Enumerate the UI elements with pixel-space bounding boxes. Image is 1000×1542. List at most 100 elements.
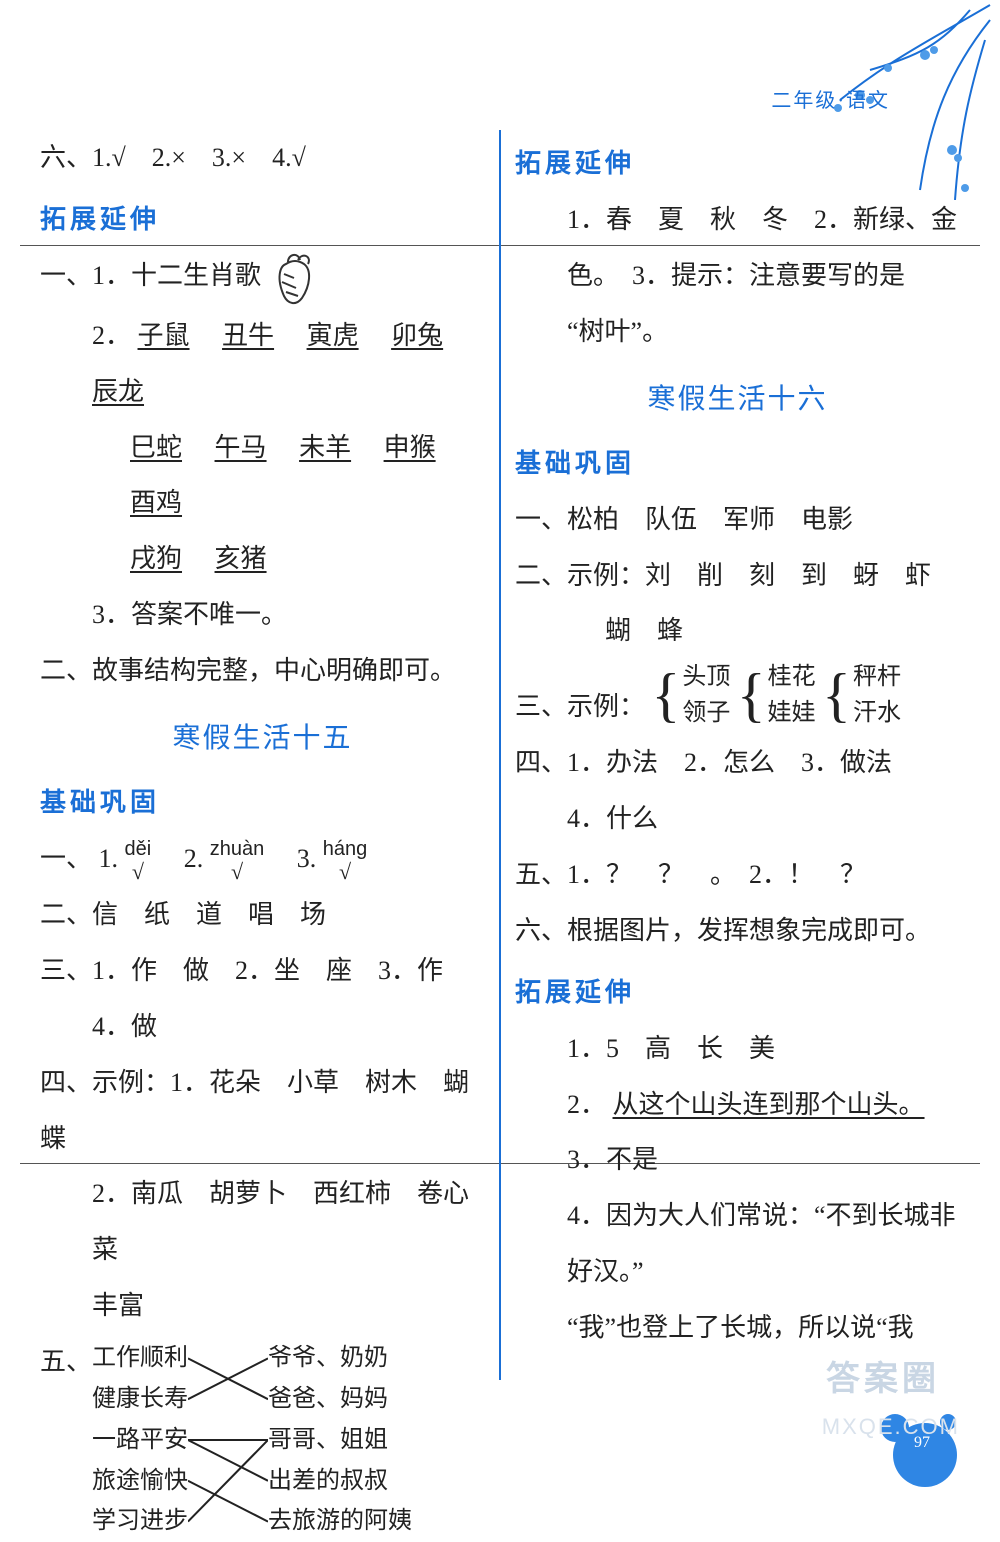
r1b: 色。 3．提示：注意要写的是	[515, 248, 960, 304]
rb3: 三、示例： { 头顶 领子 { 桂花 娃娃 { 秤杆 汗水	[515, 659, 960, 735]
e1: 1．5 高 长 美	[515, 1021, 960, 1077]
bp-0-0: 头顶	[682, 659, 730, 695]
q6-answers: 六、1.√ 2.× 3.× 4.√	[40, 130, 485, 186]
rb2a: 二、示例：刘 削 刻 到 蚜 虾	[515, 548, 960, 604]
rb5: 五、1．？ ？ 。 2．！ ？	[515, 847, 960, 903]
grade-subject-label: 二年级·语文	[771, 84, 890, 113]
b1-n0: 1.	[99, 844, 119, 873]
b1-item-1: zhuàn √	[210, 838, 265, 884]
title-15: 寒假生活十五	[40, 709, 485, 769]
ext1-zodiac-line1: 2． 子鼠 丑牛 寅虎 卯兔 辰龙	[40, 308, 485, 420]
b3b: 4．做	[40, 999, 485, 1055]
brace-icon: {	[822, 677, 851, 713]
b3a: 三、1．作 做 2．坐 座 3．作	[40, 943, 485, 999]
b5: 五、 工作顺利 健康长寿 一路平安 旅途愉快 学习进步	[40, 1334, 485, 1542]
page-number: 97	[914, 1434, 930, 1452]
b5-label: 五、	[40, 1334, 92, 1542]
left-ext-heading: 拓展延伸	[40, 192, 485, 248]
b1-label: 一、	[40, 844, 92, 873]
right-ext-heading: 拓展延伸	[515, 136, 960, 192]
b4a: 四、示例：1．花朵 小草 树木 蝴蝶	[40, 1055, 485, 1167]
mr-0: 爷爷、奶奶	[268, 1338, 412, 1379]
right-ext2-heading: 拓展延伸	[515, 965, 960, 1021]
bp-1-1: 娃娃	[768, 695, 816, 731]
mr-1: 爸爸、妈妈	[268, 1379, 412, 1420]
b4c: 丰富	[40, 1278, 485, 1334]
zodiac-6: 午马	[215, 433, 267, 462]
rb1: 一、松柏 队伍 军师 电影	[515, 492, 960, 548]
ext2: 二、故事结构完整，中心明确即可。	[40, 643, 485, 699]
rb2b: 蝴 蜂	[515, 603, 960, 659]
b4b: 2．南瓜 胡萝卜 西红柿 卷心菜	[40, 1166, 485, 1278]
e4c: “我”也登上了长城，所以说“我	[515, 1300, 960, 1356]
right-column: 拓展延伸 1．春 夏 秋 冬 2．新绿、金 色。 3．提示：注意要写的是 “树叶…	[505, 130, 970, 1380]
zodiac-4: 辰龙	[92, 377, 144, 406]
watermark-line2: MXQE.COM	[822, 1414, 960, 1440]
column-divider	[499, 130, 501, 1380]
brace-icon: {	[652, 677, 681, 713]
rb4b: 4．什么	[515, 791, 960, 847]
bp-2-1: 汗水	[853, 695, 901, 731]
e4b: 好汉。”	[515, 1244, 960, 1300]
zodiac-2: 寅虎	[307, 321, 359, 350]
zodiac-11: 亥猪	[215, 544, 267, 573]
mr-2: 哥哥、姐姐	[268, 1420, 412, 1461]
ml-3: 旅途愉快	[92, 1461, 188, 1502]
b1-ck1: √	[210, 860, 265, 884]
brace-items-2: 秤杆 汗水	[853, 659, 901, 731]
b1-n2: 3.	[297, 844, 317, 873]
matching-diagram: 工作顺利 健康长寿 一路平安 旅途愉快 学习进步	[92, 1338, 485, 1542]
ext1-zodiac-line2: 巳蛇 午马 未羊 申猴 酉鸡	[40, 420, 485, 532]
e2-pre: 2．	[567, 1090, 606, 1119]
bp-1-0: 桂花	[768, 659, 816, 695]
match-lines	[188, 1338, 268, 1542]
left-column: 六、1.√ 2.× 3.× 4.√ 拓展延伸 一、1．十二生肖歌 2． 子鼠 丑…	[30, 130, 495, 1380]
ext1-line1: 一、1．十二生肖歌	[40, 248, 485, 308]
ml-0: 工作顺利	[92, 1338, 188, 1379]
watermark-line1: 答案圈	[826, 1351, 940, 1400]
e2-underlined: 从这个山头连到那个山头。	[613, 1090, 925, 1119]
zodiac-7: 未羊	[299, 433, 351, 462]
r1a: 1．春 夏 秋 冬 2．新绿、金	[515, 192, 960, 248]
ml-4: 学习进步	[92, 1501, 188, 1542]
brace-group-0: { 头顶 领子	[652, 659, 731, 731]
b1-item-2: háng √	[323, 838, 368, 884]
brace-items-0: 头顶 领子	[682, 659, 730, 731]
title-16: 寒假生活十六	[515, 370, 960, 430]
b2: 二、信 纸 道 唱 场	[40, 887, 485, 943]
b1-line: 一、 1. děi √ 2. zhuàn √ 3. háng √	[40, 831, 485, 887]
b1-ck2: √	[323, 860, 368, 884]
mr-3: 出差的叔叔	[268, 1461, 412, 1502]
match-left-col: 工作顺利 健康长寿 一路平安 旅途愉快 学习进步	[92, 1338, 188, 1542]
carrot-icon	[268, 248, 324, 308]
zodiac-5: 巳蛇	[130, 433, 182, 462]
ext1-3: 3．答案不唯一。	[40, 587, 485, 643]
zodiac-3: 卯兔	[391, 321, 443, 350]
b1-py2: háng	[323, 838, 368, 860]
zodiac-9: 酉鸡	[130, 488, 182, 517]
rb4a: 四、1．办法 2．怎么 3．做法	[515, 735, 960, 791]
zodiac-8: 申猴	[384, 433, 436, 462]
e3: 3．不是	[515, 1132, 960, 1188]
brace-group-1: { 桂花 娃娃	[737, 659, 816, 731]
bp-0-1: 领子	[682, 695, 730, 731]
ext1-1-text: 一、1．十二生肖歌	[40, 261, 261, 290]
right-base-heading: 基础巩固	[515, 436, 960, 492]
rb6: 六、根据图片，发挥想象完成即可。	[515, 903, 960, 959]
zodiac-1: 丑牛	[222, 321, 274, 350]
rb3-label: 三、示例：	[515, 692, 645, 721]
zodiac-0: 子鼠	[138, 321, 190, 350]
ml-2: 一路平安	[92, 1420, 188, 1461]
bp-2-0: 秤杆	[853, 659, 901, 695]
e2: 2． 从这个山头连到那个山头。	[515, 1077, 960, 1133]
brace-icon: {	[737, 677, 766, 713]
ml-1: 健康长寿	[92, 1379, 188, 1420]
brace-group-2: { 秤杆 汗水	[822, 659, 901, 731]
b1-n1: 2.	[184, 844, 204, 873]
label-2: 2．	[92, 321, 131, 350]
b1-item-0: děi √	[125, 838, 152, 884]
mr-4: 去旅游的阿姨	[268, 1501, 412, 1542]
left-base-heading: 基础巩固	[40, 775, 485, 831]
r1c: “树叶”。	[515, 304, 960, 360]
b1-py0: děi	[125, 838, 152, 860]
